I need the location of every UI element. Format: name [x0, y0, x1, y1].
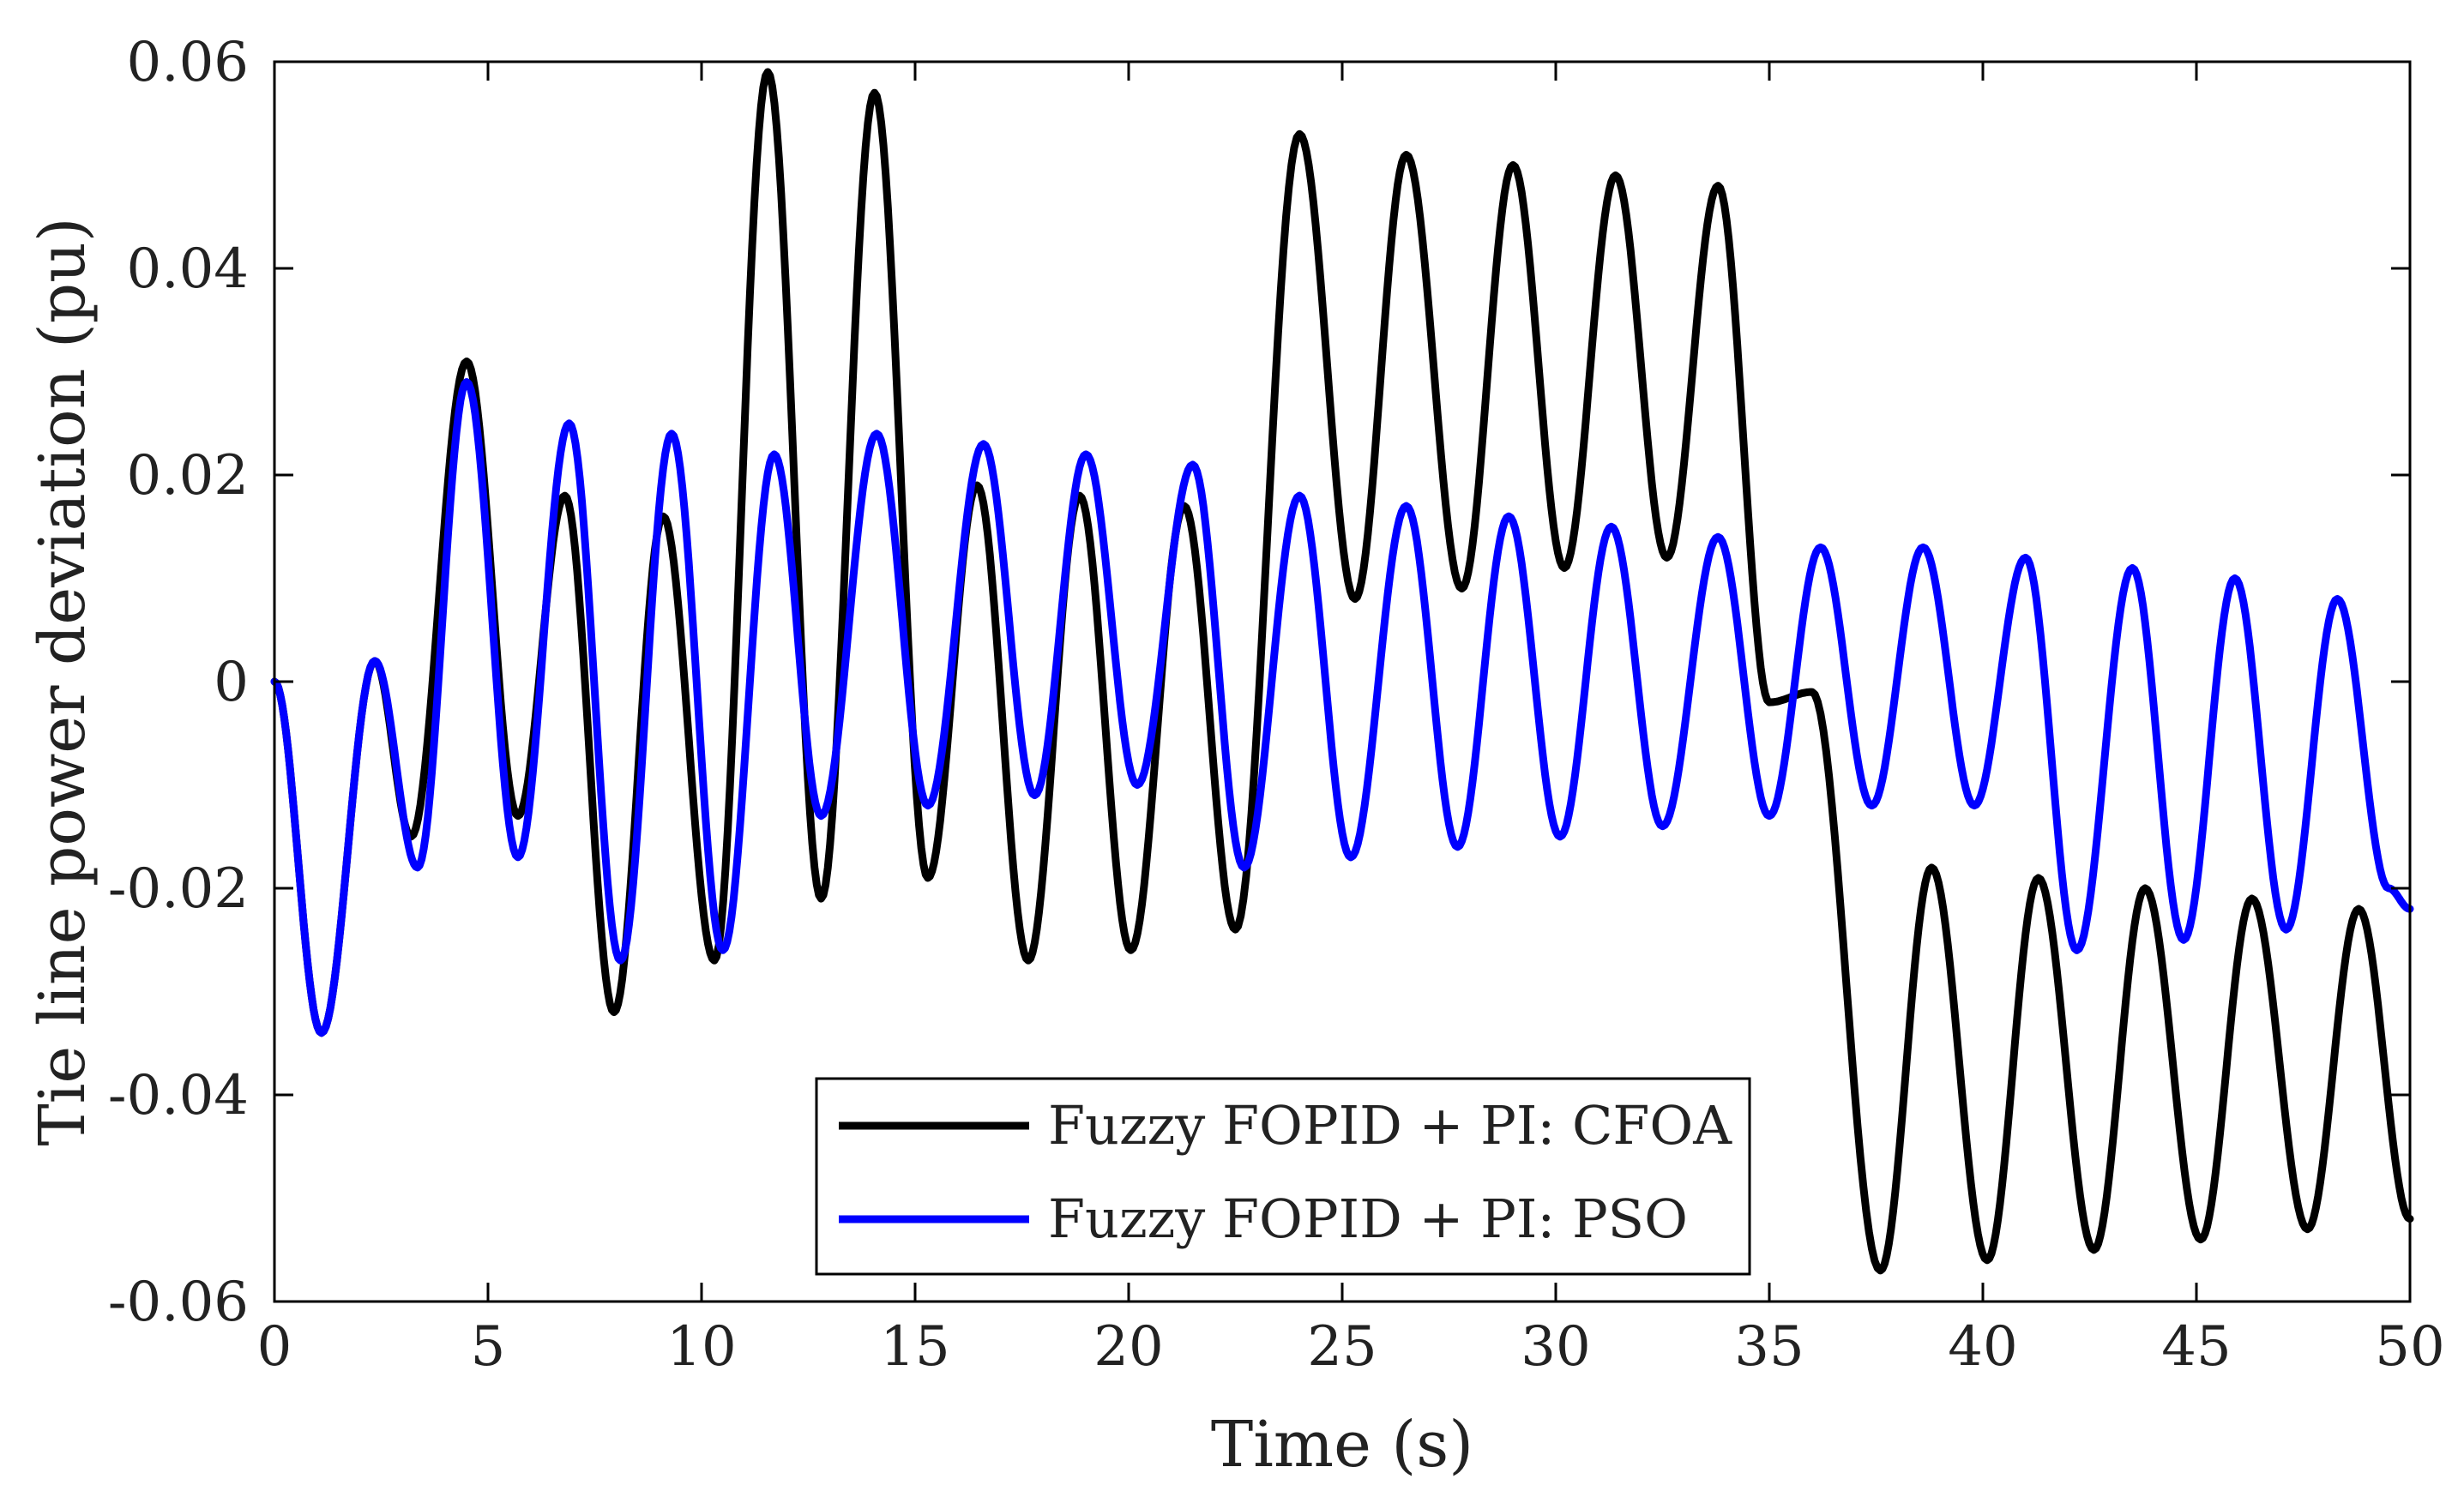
legend-label-pso: Fuzzy FOPID + PI: PSO [1048, 1187, 1688, 1250]
x-tick-label: 0 [257, 1315, 292, 1379]
y-tick-label: 0.06 [127, 31, 250, 94]
y-axis-label: Tie line power deviation (pu) [26, 217, 99, 1145]
x-tick-label: 25 [1307, 1315, 1377, 1379]
series-line-cfoa [270, 68, 2414, 1275]
tick-labels-layer: 0 5 10 15 20 25 30 35 40 45 50 -0.06 -0.04 -0.02 0 0.02… [108, 31, 2445, 1379]
y-tick-label: -0.06 [108, 1271, 249, 1334]
series-line-pso [270, 378, 2414, 1037]
y-tick-label: -0.04 [108, 1064, 249, 1127]
series-layer [270, 68, 2414, 1275]
y-tick-label: 0.04 [127, 237, 250, 301]
x-tick-label: 45 [2161, 1315, 2231, 1379]
x-tick-label: 10 [666, 1315, 736, 1379]
x-tick-label: 50 [2375, 1315, 2444, 1379]
x-tick-label: 35 [1734, 1315, 1804, 1379]
y-tick-label: 0.02 [127, 444, 250, 508]
legend: Fuzzy FOPID + PI: CFOA Fuzzy FOPID + PI:… [815, 1077, 1751, 1276]
y-tick-label: -0.02 [108, 857, 249, 921]
x-tick-label: 40 [1948, 1315, 2017, 1379]
x-tick-label: 15 [880, 1315, 949, 1379]
y-tick-label: 0 [214, 651, 249, 714]
ticks-layer [273, 60, 2412, 1303]
legend-box [815, 1077, 1751, 1276]
x-axis-label: Time (s) [1211, 1408, 1473, 1482]
x-tick-label: 30 [1521, 1315, 1590, 1379]
x-tick-label: 20 [1093, 1315, 1163, 1379]
x-tick-label: 5 [471, 1315, 506, 1379]
legend-label-cfoa: Fuzzy FOPID + PI: CFOA [1048, 1094, 1732, 1157]
